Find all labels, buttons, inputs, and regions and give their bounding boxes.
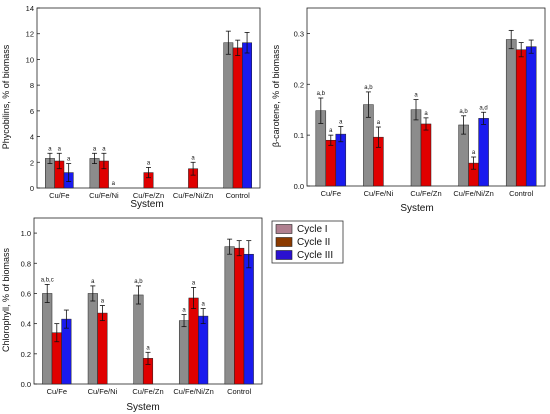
- x-tick-label: Cu/Fe: [49, 191, 69, 200]
- x-tick-label: Cu/Fe/Zn: [132, 387, 163, 396]
- xlabel: System: [400, 203, 433, 214]
- y-tick-label: 6: [30, 107, 34, 116]
- bar: [87, 293, 98, 385]
- bar: [325, 139, 337, 187]
- x-tick-label: Cu/Fe/Ni/Zn: [173, 387, 213, 396]
- x-tick-label: Cu/Fe/Ni/Zn: [173, 191, 213, 200]
- bar: [478, 118, 489, 187]
- xlabel: System: [130, 199, 163, 210]
- significance-label: a: [472, 150, 476, 156]
- bar: [133, 294, 144, 385]
- significance-label: a: [329, 128, 333, 134]
- significance-label: a: [91, 279, 95, 285]
- x-tick-label: Control: [226, 191, 251, 200]
- x-tick-label: Cu/Fe/Ni: [364, 189, 394, 198]
- y-tick-label: 0.8: [21, 259, 31, 268]
- significance-label: a: [67, 157, 71, 163]
- significance-label: a,b: [134, 279, 143, 285]
- y-tick-label: 14: [26, 4, 34, 13]
- significance-label: a: [424, 111, 428, 117]
- y-tick-label: 0.0: [294, 182, 304, 191]
- y-tick-label: 4: [30, 133, 34, 142]
- bar: [515, 49, 527, 187]
- bar: [61, 318, 72, 385]
- bar: [42, 293, 53, 385]
- significance-label: a: [339, 119, 343, 125]
- significance-label: a: [147, 160, 151, 166]
- beta-carotene-chart: β-carotene, % of biomass System 0.0 0.1 0.…: [271, 7, 546, 214]
- bar: [198, 315, 209, 385]
- x-tick-label: Cu/Fe/Ni/Zn: [453, 189, 493, 198]
- bar: [243, 253, 254, 385]
- y-tick-label: 8: [30, 81, 34, 90]
- x-tick-label: Cu/Fe/Ni: [89, 191, 119, 200]
- significance-label: a: [102, 146, 106, 152]
- significance-label: a: [414, 93, 418, 99]
- bar: [410, 109, 422, 187]
- ylabel: Chlorophyll, % of biomass: [1, 247, 11, 352]
- significance-label: a: [58, 146, 62, 152]
- y-tick-label: 2: [30, 158, 34, 167]
- y-tick-label: 0.4: [21, 320, 31, 329]
- x-tick-label: Cu/Fe/Zn: [133, 191, 164, 200]
- significance-label: a: [377, 120, 381, 126]
- significance-label: a: [101, 299, 105, 305]
- legend-swatch-cycle-2: [275, 237, 293, 247]
- x-tick-label: Cu/Fe: [47, 387, 67, 396]
- significance-label: a: [202, 302, 206, 308]
- y-tick-label: 0.6: [21, 289, 31, 298]
- ylabel: Phycobilins, % of biomass: [1, 44, 11, 149]
- phycobilins-chart: Phycobilins, % of biomass System 0 2 4 6 8 10…: [1, 4, 261, 210]
- x-tick-label: Control: [227, 387, 252, 396]
- x-tick-label: Cu/Fe: [321, 189, 341, 198]
- legend-swatch-cycle-1: [275, 224, 293, 234]
- bar: [505, 39, 517, 187]
- significance-label: a: [112, 181, 116, 187]
- y-tick-label: 10: [26, 55, 34, 64]
- legend-swatch-cycle-3: [275, 250, 293, 260]
- significance-label: a,b: [364, 85, 373, 91]
- x-tick-label: Control: [509, 189, 534, 198]
- y-tick-label: 1.0: [21, 229, 31, 238]
- significance-label: a: [192, 280, 196, 286]
- significance-label: a: [191, 155, 195, 161]
- significance-label: a: [48, 146, 52, 152]
- x-tick-label: Cu/Fe/Zn: [410, 189, 441, 198]
- bar: [97, 312, 108, 385]
- y-tick-label: 12: [26, 30, 34, 39]
- bar: [224, 246, 235, 385]
- legend-label-cycle-2: Cycle II: [297, 237, 330, 248]
- ylabel: β-carotene, % of biomass: [271, 44, 281, 147]
- bar: [188, 297, 199, 385]
- significance-label: a,b: [459, 109, 468, 115]
- bar: [420, 123, 432, 187]
- x-tick-label: Cu/Fe/Ni: [88, 387, 118, 396]
- bar: [232, 47, 243, 189]
- xlabel: System: [126, 402, 159, 413]
- y-tick-label: 0.2: [294, 80, 304, 89]
- y-tick-label: 0.1: [294, 131, 304, 140]
- bar: [234, 247, 245, 385]
- y-tick-label: 0: [30, 184, 34, 193]
- y-tick-label: 0.3: [294, 29, 304, 38]
- bar: [178, 320, 190, 385]
- legend-label-cycle-1: Cycle I: [297, 224, 328, 235]
- significance-label: a,b,c: [41, 277, 54, 283]
- legend: Cycle I Cycle II Cycle III: [271, 220, 344, 264]
- y-tick-label: 0.2: [21, 350, 31, 359]
- significance-label: a: [93, 146, 97, 152]
- significance-label: a,d: [479, 105, 487, 111]
- y-tick-label: 0.0: [21, 380, 31, 389]
- chlorophyll-chart: Chlorophyll, % of biomass System 0.0 0.2 0…: [1, 217, 263, 413]
- bar: [223, 42, 234, 189]
- significance-label: a: [146, 345, 150, 351]
- significance-label: a: [182, 308, 186, 314]
- bar: [525, 46, 537, 187]
- significance-label: a,b: [317, 91, 326, 97]
- bar: [242, 42, 252, 189]
- legend-label-cycle-3: Cycle III: [297, 250, 333, 261]
